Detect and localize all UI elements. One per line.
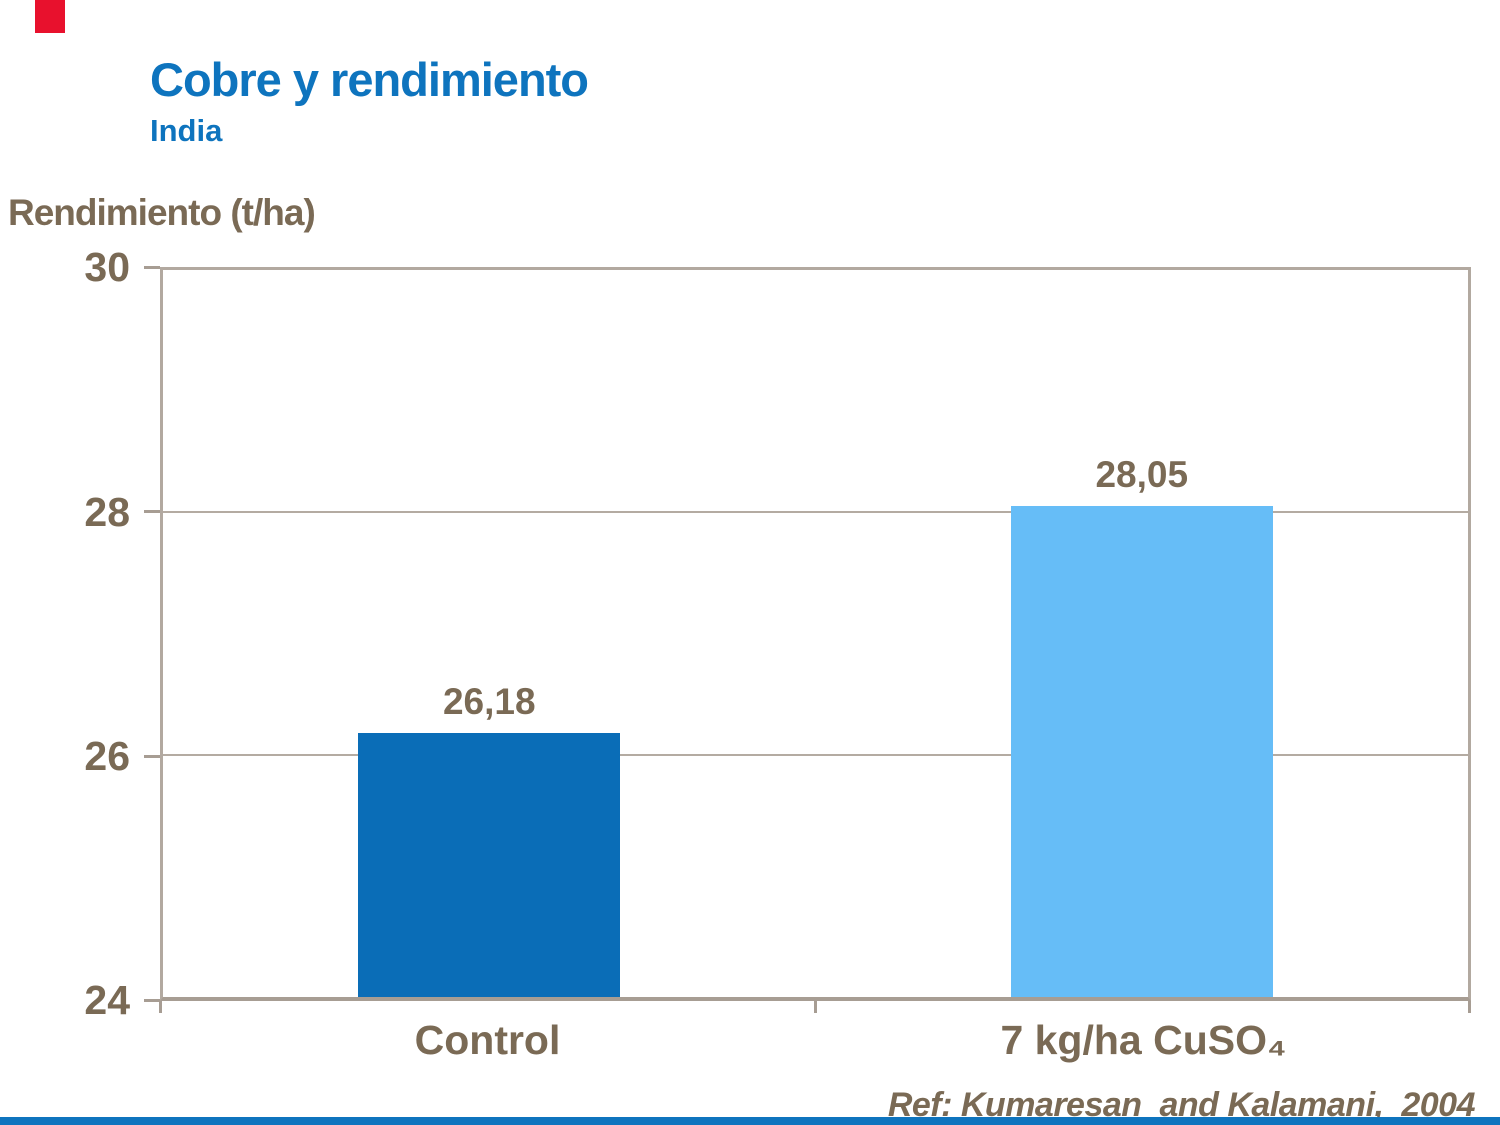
slide-subtitle: India — [150, 113, 223, 148]
bar-cuso4 — [1010, 506, 1273, 997]
bar-control — [358, 732, 621, 997]
slide-accent-red-flag — [35, 0, 65, 33]
y-tick-label-30: 30 — [84, 244, 130, 290]
x-tick-label-cuso4: 7 kg/ha CuSO₄ — [1000, 1017, 1287, 1063]
y-tick-mark — [144, 999, 160, 1002]
y-tick-label-28: 28 — [84, 489, 130, 535]
x-tick-mark — [159, 1001, 162, 1013]
plot-area: 26,18 28,05 — [160, 267, 1471, 1001]
category-slot-cuso4: 28,05 — [816, 270, 1469, 997]
y-axis-title: Rendimiento (t/ha) — [8, 192, 316, 233]
gridline-26 — [163, 753, 1468, 756]
y-tick-mark — [144, 755, 160, 758]
x-tick-label-control: Control — [414, 1017, 561, 1063]
y-tick-mark — [144, 510, 160, 513]
y-tick-label-26: 26 — [84, 733, 130, 779]
slide-accent-footer-strip — [0, 1117, 1500, 1125]
chart-header: Cobre y rendimiento India — [150, 52, 589, 149]
gridline-28 — [163, 511, 1468, 514]
y-tick-label-24: 24 — [84, 977, 130, 1023]
slide-title: Cobre y rendimiento — [150, 53, 589, 106]
y-tick-mark — [144, 266, 160, 269]
bar-value-label-cuso4: 28,05 — [1095, 454, 1189, 496]
x-tick-mark — [1468, 1001, 1471, 1013]
bar-value-label-control: 26,18 — [442, 680, 536, 722]
category-slot-control: 26,18 — [163, 270, 816, 997]
x-tick-mark — [814, 1001, 817, 1013]
